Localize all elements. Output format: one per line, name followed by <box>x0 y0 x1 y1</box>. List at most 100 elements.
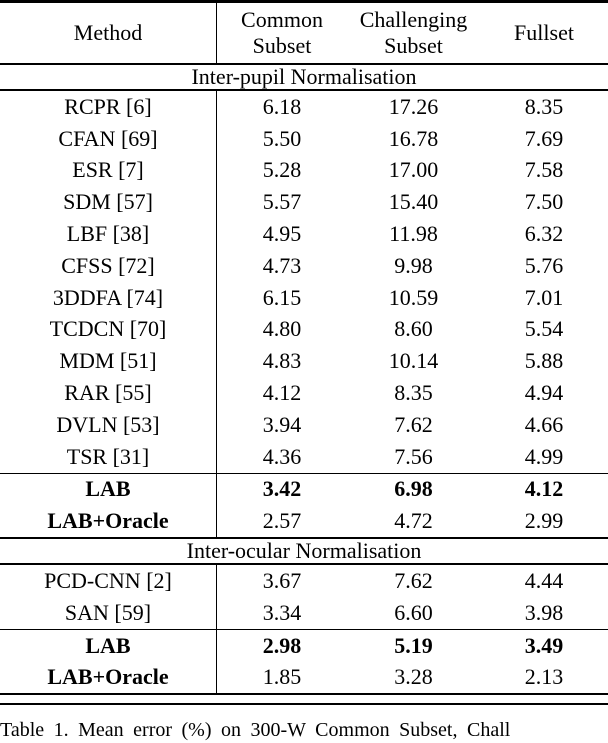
method-cell: DVLN [53] <box>0 408 217 441</box>
section-rule <box>0 537 608 540</box>
header-common-subset: Common Subset <box>217 7 347 59</box>
section-title: Inter-ocular Normalisation <box>186 538 422 564</box>
value-cell: 7.01 <box>524 284 564 310</box>
header-common-line2: Subset <box>252 33 312 58</box>
value-cell: 17.00 <box>388 157 439 183</box>
value-cell: 4.94 <box>524 380 564 406</box>
value-cell: 7.69 <box>524 125 564 151</box>
value-cell: 5.88 <box>524 348 564 374</box>
table-bottom-rule <box>0 693 608 705</box>
value-cell: 6.98 <box>394 476 433 502</box>
method-label: DVLN [53] <box>56 411 160 437</box>
method-cell: CFSS [72] <box>0 249 217 282</box>
method-label: ESR [7] <box>72 157 144 183</box>
method-cell: CFAN [69] <box>0 122 217 155</box>
value-cell: 4.80 <box>262 316 302 342</box>
method-label: LAB+Oracle <box>47 664 169 690</box>
value-cell: 7.56 <box>394 443 433 469</box>
header-challenging-line1: Challenging <box>359 7 468 32</box>
table-row: TSR [31] 4.36 7.56 4.99 <box>0 440 608 473</box>
value-cell: 4.12 <box>524 476 564 502</box>
value-cell: 3.67 <box>262 568 302 594</box>
value-cell: 5.54 <box>524 316 564 342</box>
group-divider-rule <box>0 628 608 630</box>
results-table: Method Common Subset Challenging Subset … <box>0 0 608 705</box>
value-cell: 3.49 <box>524 632 564 658</box>
table-row: LAB 2.98 5.19 3.49 <box>0 629 608 662</box>
value-cell: 2.57 <box>262 508 302 534</box>
value-cell: 6.15 <box>262 284 302 310</box>
section-title: Inter-pupil Normalisation <box>191 64 417 89</box>
value-cell: 3.42 <box>262 476 302 502</box>
value-cell: 4.12 <box>262 380 302 406</box>
value-cell: 4.72 <box>394 508 433 534</box>
method-cell: PCD-CNN [2] <box>0 565 217 597</box>
method-cell: TCDCN [70] <box>0 313 217 346</box>
value-cell: 11.98 <box>389 221 438 247</box>
table-row: LAB+Oracle 2.57 4.72 2.99 <box>0 505 608 538</box>
table-row: SDM [57] 5.57 15.40 7.50 <box>0 186 608 219</box>
value-cell: 16.78 <box>388 125 439 151</box>
section-rule <box>0 563 608 566</box>
method-label: LAB <box>85 476 131 502</box>
method-cell: SAN [59] <box>0 596 217 629</box>
value-cell: 2.13 <box>524 664 564 690</box>
value-cell: 6.18 <box>262 93 302 119</box>
value-cell: 2.99 <box>524 508 564 534</box>
table-row: DVLN [53] 3.94 7.62 4.66 <box>0 408 608 441</box>
value-cell: 10.14 <box>388 348 439 374</box>
value-cell: 4.83 <box>262 348 302 374</box>
method-cell: ESR [7] <box>0 154 217 187</box>
value-cell: 7.62 <box>394 568 433 594</box>
value-cell: 4.99 <box>524 443 564 469</box>
method-label: LAB <box>85 632 131 658</box>
method-cell: LAB+Oracle <box>0 661 217 694</box>
table-header-row: Method Common Subset Challenging Subset … <box>0 3 608 63</box>
value-cell: 1.85 <box>262 664 302 690</box>
table-row: LAB 3.42 6.98 4.12 <box>0 473 608 506</box>
value-cell: 3.28 <box>394 664 433 690</box>
table-row: PCD-CNN [2] 3.67 7.62 4.44 <box>0 565 608 597</box>
method-cell: TSR [31] <box>0 440 217 473</box>
value-cell: 4.66 <box>524 411 564 437</box>
header-fullset-label: Fullset <box>514 20 574 45</box>
table-caption: Table 1. Mean error (%) on 300-W Common … <box>0 719 511 741</box>
value-cell: 8.35 <box>394 380 433 406</box>
value-cell: 5.57 <box>262 189 302 215</box>
method-label: LAB+Oracle <box>47 508 169 534</box>
method-cell: LBF [38] <box>0 218 217 250</box>
table-row: LBF [38] 4.95 11.98 6.32 <box>0 218 608 250</box>
value-cell: 7.62 <box>394 411 433 437</box>
value-cell: 4.36 <box>262 443 302 469</box>
table-top-rule <box>0 0 608 3</box>
method-cell: RAR [55] <box>0 377 217 409</box>
value-cell: 7.58 <box>524 157 564 183</box>
method-label: 3DDFA [74] <box>52 284 164 310</box>
table-sections: Inter-pupil Normalisation RCPR [6] 6.18 17.… <box>0 63 608 694</box>
value-cell: 5.76 <box>524 252 564 278</box>
header-common-line1: Common <box>241 7 323 32</box>
header-challenging-line2: Subset <box>384 33 443 58</box>
method-cell: 3DDFA [74] <box>0 281 217 314</box>
method-label: SDM [57] <box>63 189 153 215</box>
table-row: RCPR [6] 6.18 17.26 8.35 <box>0 91 608 123</box>
value-cell: 8.35 <box>524 93 564 119</box>
header-challenging-subset: Challenging Subset <box>347 7 480 59</box>
table-row: TCDCN [70] 4.80 8.60 5.54 <box>0 313 608 346</box>
header-method-label: Method <box>73 20 143 45</box>
method-cell: RCPR [6] <box>0 91 217 123</box>
method-cell: LAB <box>0 473 217 506</box>
value-cell: 9.98 <box>394 252 433 278</box>
table-row: ESR [7] 5.28 17.00 7.58 <box>0 154 608 187</box>
value-cell: 6.32 <box>524 221 564 247</box>
table-row: SAN [59] 3.34 6.60 3.98 <box>0 596 608 629</box>
method-cell: MDM [51] <box>0 345 217 378</box>
value-cell: 4.73 <box>262 252 302 278</box>
value-cell: 4.95 <box>262 221 302 247</box>
value-cell: 3.98 <box>524 599 564 625</box>
value-cell: 5.28 <box>262 157 302 183</box>
header-fullset: Fullset <box>480 20 608 46</box>
method-label: RAR [55] <box>64 380 152 406</box>
method-label: CFAN [69] <box>58 125 158 151</box>
method-label: MDM [51] <box>59 348 157 374</box>
